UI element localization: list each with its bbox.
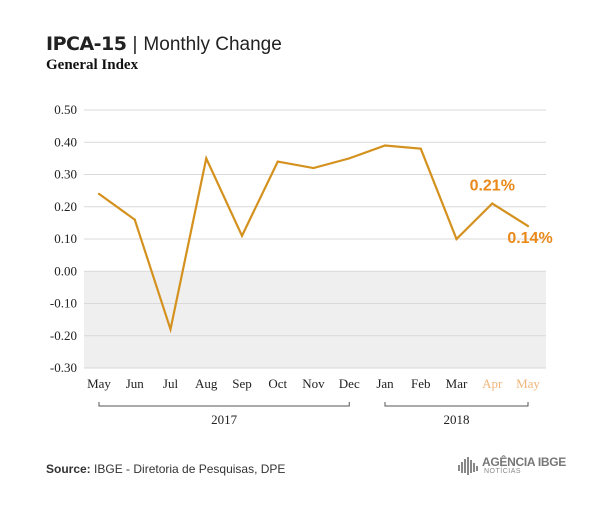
year-bracket bbox=[384, 402, 529, 407]
x-tick-label: Jul bbox=[163, 376, 179, 391]
source-text: IBGE - Diretoria de Pesquisas, DPE bbox=[94, 462, 286, 476]
line-chart: 0.50 0.40 0.30 0.20 0.10 0.00 -0.10 -0.20 -0.30 M… bbox=[50, 102, 553, 427]
y-tick-label: 0.10 bbox=[54, 231, 77, 246]
data-point bbox=[133, 218, 136, 221]
title-main: IPCA-15 bbox=[46, 33, 127, 55]
data-point bbox=[97, 192, 101, 195]
y-tick-label: -0.20 bbox=[50, 328, 77, 343]
y-tick-label: 0.20 bbox=[54, 199, 77, 214]
negative-region-band bbox=[84, 271, 546, 368]
data-point bbox=[240, 234, 244, 237]
x-tick-label: Feb bbox=[411, 376, 431, 391]
y-tick-label: 0.50 bbox=[54, 102, 77, 117]
source-label: Source: bbox=[46, 462, 91, 476]
logo-top-text: AGÊNCIA IBGE bbox=[482, 455, 566, 469]
year-label: 2017 bbox=[211, 412, 238, 427]
year-bracket bbox=[98, 402, 350, 407]
data-point bbox=[312, 166, 315, 170]
x-tick-label: Apr bbox=[482, 376, 503, 391]
y-tick-label: -0.10 bbox=[50, 296, 77, 311]
chart-subtitle: General Index bbox=[46, 57, 139, 73]
x-tick-label: Jan bbox=[376, 376, 394, 391]
x-tick-label: Nov bbox=[302, 376, 325, 391]
title-separator: | bbox=[132, 34, 138, 55]
data-point bbox=[169, 328, 172, 331]
data-point bbox=[348, 157, 351, 160]
x-tick-label: Mar bbox=[446, 376, 468, 391]
data-label: 0.14% bbox=[507, 230, 552, 247]
chart-title: IPCA-15 | Monthly Change bbox=[46, 33, 282, 56]
ibge-logo-icon bbox=[458, 456, 478, 475]
agencia-ibge-logo: AGÊNCIA IBGE NOTÍCIAS bbox=[458, 456, 566, 475]
data-point bbox=[491, 202, 494, 205]
source-note: Source: IBGE - Diretoria de Pesquisas, D… bbox=[46, 462, 285, 476]
x-tick-label: Dec bbox=[339, 376, 360, 391]
y-tick-label: 0.40 bbox=[54, 134, 77, 149]
y-tick-label: -0.30 bbox=[50, 360, 77, 375]
logo-bottom-text: NOTÍCIAS bbox=[484, 468, 522, 475]
data-point bbox=[383, 144, 387, 147]
y-tick-label: 0.00 bbox=[54, 263, 77, 278]
x-tick-label: Sep bbox=[232, 376, 252, 391]
data-point bbox=[205, 157, 208, 160]
x-tick-label: Jun bbox=[126, 376, 145, 391]
x-tick-label: May bbox=[516, 376, 540, 391]
data-label: 0.21% bbox=[470, 178, 515, 195]
data-point bbox=[419, 147, 422, 150]
year-label: 2018 bbox=[444, 412, 470, 427]
x-tick-label: Oct bbox=[268, 376, 287, 391]
y-tick-label: 0.30 bbox=[54, 167, 77, 182]
x-tick-label: May bbox=[87, 376, 111, 391]
data-point bbox=[276, 160, 279, 163]
data-point bbox=[526, 225, 530, 228]
title-sub: Monthly Change bbox=[143, 34, 282, 55]
data-point bbox=[455, 237, 458, 241]
x-tick-label: Aug bbox=[195, 376, 218, 391]
